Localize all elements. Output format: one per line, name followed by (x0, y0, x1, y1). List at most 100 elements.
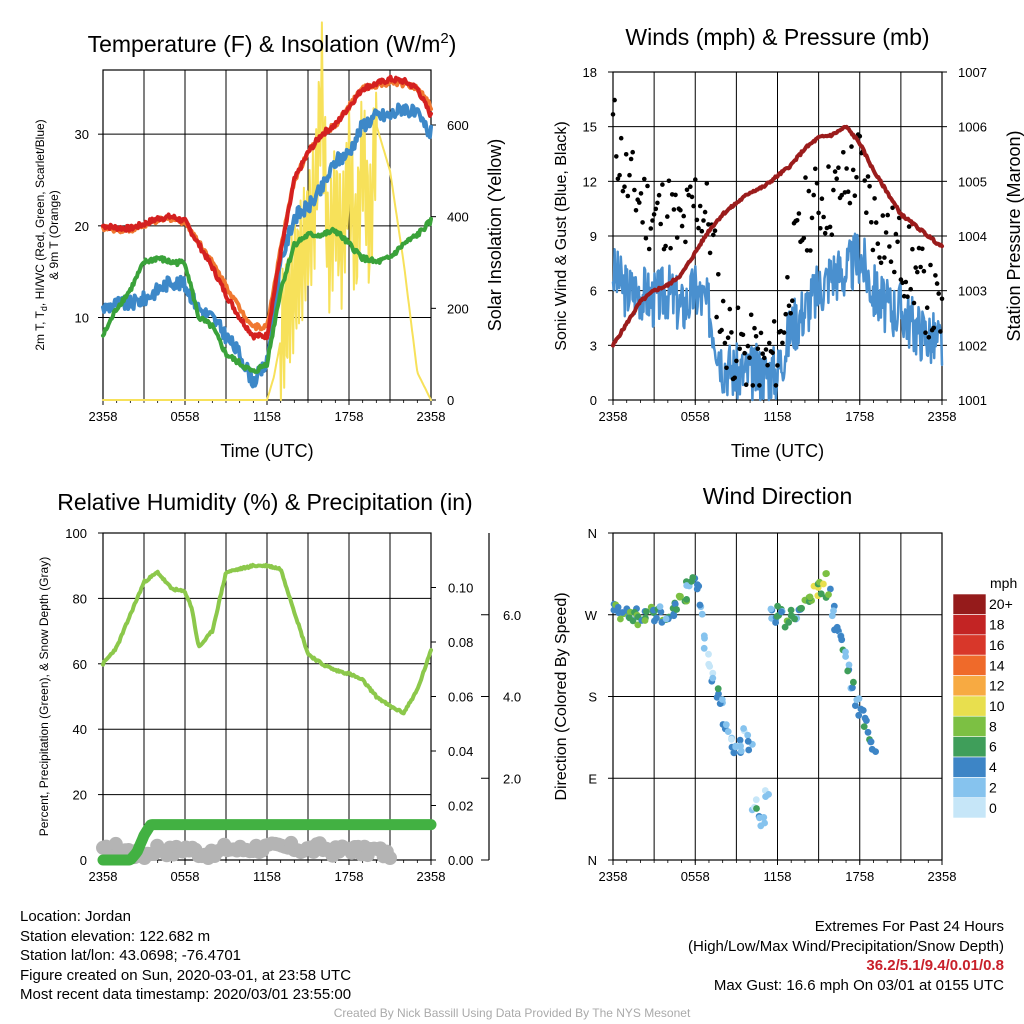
p3-direction-point (737, 747, 745, 755)
p2-precip-tick-label: 0.00 (448, 853, 473, 868)
p1-gust-point (892, 269, 897, 275)
p1-gust-point (656, 192, 662, 198)
p3-direction-point (740, 725, 747, 732)
p1-gust-point (869, 220, 874, 225)
p2-precip-tick-label: 0.02 (448, 799, 473, 814)
p3-direction-point (718, 696, 726, 703)
p1-gust-point (697, 203, 703, 209)
colorbar-label: 18 (989, 617, 1005, 633)
p2-series-rh (101, 562, 433, 716)
p3-direction-point (785, 619, 793, 626)
p1-gust-point (645, 183, 650, 189)
p1-y2tick-label: 1006 (958, 120, 987, 135)
p1-gust-point (920, 246, 925, 252)
latlon-text: Station lat/lon: 43.0698; -76.4701 (20, 947, 242, 964)
p1-gust-point (762, 355, 767, 361)
p1-gust-point (747, 355, 752, 361)
p1-gust-point (735, 305, 741, 311)
p3-direction-point (724, 728, 732, 735)
p1-gust-point (725, 335, 731, 341)
p1-gust-point (814, 180, 820, 186)
p3-title: Wind Direction (703, 483, 853, 509)
p1-gust-point (740, 332, 746, 338)
p1-gust-point (646, 246, 652, 252)
p0-ytick-label: 10 (75, 311, 89, 326)
p1-gust-point (895, 239, 900, 245)
p-3-xtick-label: 2358 (928, 869, 957, 884)
p3-direction-point (696, 601, 704, 609)
p1-gust-point (691, 203, 696, 209)
p3-direction-point (634, 621, 642, 629)
p3-direction-point (825, 591, 832, 598)
p0-series-1 (101, 216, 433, 374)
p1-gust-point (773, 383, 779, 388)
p1-gust-point (732, 375, 737, 381)
p1-gust-point (763, 347, 769, 352)
p1-gust-point (788, 311, 793, 316)
p1-gust-point (888, 259, 894, 265)
p1-gust-point (625, 193, 631, 199)
p3-direction-point (827, 585, 834, 593)
p3-direction-point (662, 615, 670, 623)
p3-direction-point (732, 742, 740, 750)
p1-ytick-label: 3 (590, 338, 597, 353)
p1-gust-point (890, 205, 895, 211)
p3-direction-point (855, 711, 863, 719)
p1-gust-point (719, 327, 724, 333)
p-3-xtick-label: 1758 (845, 869, 874, 884)
station-info: Location: Jordan Station elevation: 122.… (20, 907, 351, 1005)
p1-gust-point (933, 273, 938, 278)
p3-direction-point (626, 614, 633, 622)
p2-ytick-label: 100 (65, 526, 87, 541)
p1-ytick-label: 6 (590, 284, 597, 299)
p1-gust-point (770, 350, 775, 356)
p1-gust-point (915, 269, 920, 275)
p3-direction-point (745, 746, 753, 754)
p3-direction-point (849, 684, 856, 692)
p3-direction-point (683, 582, 691, 589)
p1-gust-point (841, 150, 846, 155)
p1-series-wind (611, 232, 944, 402)
p1-gust-point (910, 246, 915, 252)
p1-gust-point (771, 319, 777, 324)
p1-gust-point (809, 215, 815, 221)
p1-gust-point (839, 192, 844, 198)
colorbar-label: 0 (989, 800, 997, 816)
p1-gust-point (808, 248, 813, 253)
colorbar-swatch (952, 695, 987, 717)
p-2-xtick-label: 2358 (89, 869, 118, 884)
p-3-xtick-label: 2358 (599, 869, 628, 884)
p1-gust-point (790, 298, 795, 304)
p3-direction-point (861, 714, 869, 722)
p2-snow-tick-label: 6.0 (503, 608, 521, 623)
p-0-xtick-label: 0558 (171, 409, 200, 424)
p1-gust-point (628, 156, 634, 162)
p1-gust-point (753, 334, 759, 339)
colorbar-swatch (952, 797, 987, 819)
p1-y2tick-label: 1001 (958, 393, 987, 408)
p1-gust-point (870, 247, 876, 253)
p1-gust-point (936, 291, 941, 296)
p1-gust-point (831, 187, 836, 193)
p1-gust-point (786, 303, 792, 309)
p3-direction-point (820, 580, 827, 588)
p1-gust-point (737, 346, 742, 352)
p1-gust-point (643, 235, 649, 241)
p0-title-end: ) (449, 31, 457, 57)
p1-gust-point (693, 177, 698, 182)
p2-ytick-label: 40 (73, 722, 87, 737)
p1-series-pressure (611, 124, 944, 348)
p1-gust-point (775, 363, 780, 368)
p1-gust-point (750, 383, 756, 388)
p3-direction-point (700, 644, 708, 652)
p3-ytick-label: E (588, 771, 597, 786)
p-1-xtick-label: 2358 (928, 409, 957, 424)
p1-gust-point (819, 196, 825, 201)
p0-y2tick-label: 600 (447, 118, 469, 133)
p3-direction-point (778, 608, 785, 616)
colorbar-label: 4 (989, 759, 997, 775)
p1-gust-point (720, 298, 726, 304)
p1-gust-point (903, 279, 909, 285)
p3-direction-point (677, 593, 684, 600)
